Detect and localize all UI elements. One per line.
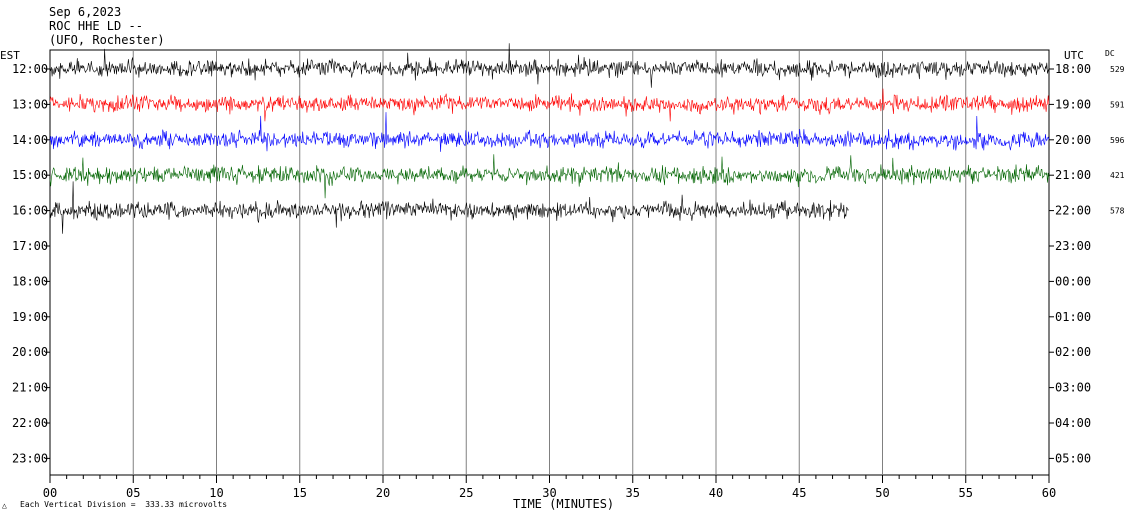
chart-date: Sep 6,2023 xyxy=(49,5,122,19)
chart-labels: 00 05 10 15 20 25 30 35 40 45 50 55 60 12:00 13:00 14:0… xyxy=(12,62,1125,500)
station-network: (UFO, Rochester) xyxy=(49,33,165,47)
row-label-local-3: 15:00 xyxy=(12,168,48,182)
footnote-marker: △ xyxy=(2,501,7,510)
row-label-local-10: 22:00 xyxy=(12,416,48,430)
row-label-utc-2: 20:00 xyxy=(1055,133,1091,147)
right-timezone-label: UTC xyxy=(1064,49,1084,62)
trace-row-1500 xyxy=(49,154,1050,199)
row-label-utc-8: 02:00 xyxy=(1055,345,1091,359)
row-label-local-9: 21:00 xyxy=(12,381,48,395)
x-tick-label-45: 45 xyxy=(792,486,806,500)
row-label-utc-0: 18:00 xyxy=(1055,62,1091,76)
row-label-utc-7: 01:00 xyxy=(1055,310,1091,324)
x-tick-label-40: 40 xyxy=(709,486,723,500)
x-tick-label-50: 50 xyxy=(875,486,889,500)
row-label-utc-6: 00:00 xyxy=(1055,274,1091,288)
dc-offset-0: 529 xyxy=(1110,65,1125,74)
x-tick-label-00: 00 xyxy=(43,486,57,500)
x-axis-label: TIME (MINUTES) xyxy=(513,497,615,511)
x-tick-label-35: 35 xyxy=(626,486,640,500)
row-label-utc-1: 19:00 xyxy=(1055,97,1091,111)
x-tick-label-20: 20 xyxy=(376,486,390,500)
row-label-local-1: 13:00 xyxy=(12,97,48,111)
trace-row-1200 xyxy=(49,43,1050,88)
row-label-utc-3: 21:00 xyxy=(1055,168,1091,182)
x-tick-label-60: 60 xyxy=(1042,486,1056,500)
row-label-utc-9: 03:00 xyxy=(1055,381,1091,395)
trace-row-1600 xyxy=(49,181,849,234)
station-code: ROC HHE LD -- xyxy=(49,19,143,33)
dc-offset-4: 578 xyxy=(1110,207,1125,216)
trace-row-1300 xyxy=(49,88,1050,122)
x-tick-label-15: 15 xyxy=(293,486,307,500)
row-label-local-0: 12:00 xyxy=(12,62,48,76)
row-label-utc-5: 23:00 xyxy=(1055,239,1091,253)
row-label-local-11: 23:00 xyxy=(12,451,48,465)
chart-grid xyxy=(45,49,1054,483)
x-tick-label-10: 10 xyxy=(209,486,223,500)
x-tick-label-55: 55 xyxy=(959,486,973,500)
row-label-utc-11: 05:00 xyxy=(1055,451,1091,465)
x-tick-label-30: 30 xyxy=(542,486,556,500)
row-label-local-4: 16:00 xyxy=(12,204,48,218)
row-label-utc-10: 04:00 xyxy=(1055,416,1091,430)
row-label-local-7: 19:00 xyxy=(12,310,48,324)
row-label-local-6: 18:00 xyxy=(12,274,48,288)
dc-offset-2: 596 xyxy=(1110,136,1125,145)
row-label-local-2: 14:00 xyxy=(12,133,48,147)
x-tick-label-05: 05 xyxy=(126,486,140,500)
chart-traces xyxy=(49,43,1050,234)
row-label-local-8: 20:00 xyxy=(12,345,48,359)
dc-offset-3: 421 xyxy=(1110,171,1125,180)
row-label-local-5: 17:00 xyxy=(12,239,48,253)
footnote: Each Vertical Division = 333.33 microvol… xyxy=(20,500,228,509)
dc-label: DC xyxy=(1105,49,1115,58)
trace-row-1400 xyxy=(49,112,1050,152)
row-label-utc-4: 22:00 xyxy=(1055,204,1091,218)
x-tick-label-25: 25 xyxy=(459,486,473,500)
dc-offset-1: 591 xyxy=(1110,100,1125,109)
left-timezone-label: EST xyxy=(0,49,20,62)
